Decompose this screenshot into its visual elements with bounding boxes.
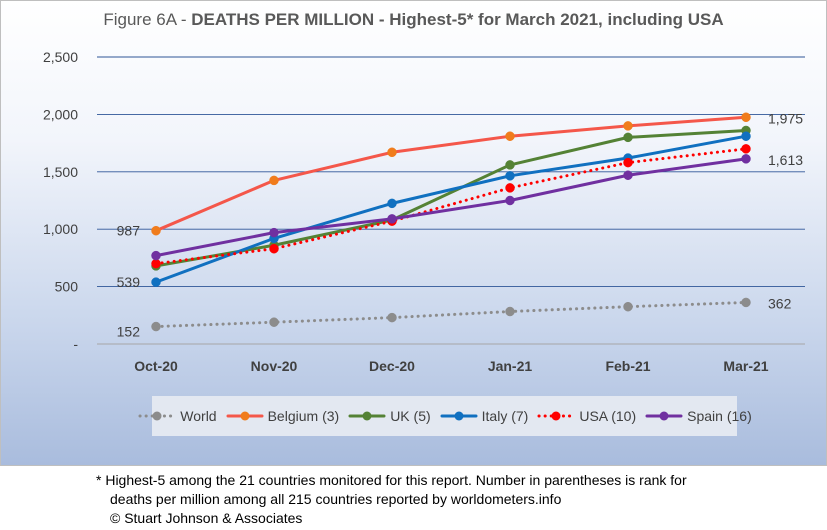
data-point — [505, 195, 515, 206]
y-tick-label: 500 — [55, 279, 79, 295]
data-point — [623, 170, 633, 180]
x-tick-label: Dec-20 — [369, 358, 415, 374]
legend-label: USA (10) — [579, 408, 637, 424]
legend-label: World — [180, 408, 217, 424]
data-point — [269, 317, 279, 327]
data-point — [623, 301, 633, 312]
data-point — [741, 154, 751, 164]
data-label: 362 — [768, 295, 792, 311]
legend-label: Spain (16) — [687, 408, 752, 424]
data-point — [151, 258, 161, 269]
x-tick-label: Feb-21 — [605, 358, 650, 374]
data-point — [505, 131, 515, 141]
legend-swatch — [645, 411, 683, 421]
data-point — [741, 297, 751, 308]
legend-swatch — [537, 411, 575, 421]
data-point — [151, 225, 161, 236]
title-main: DEATHS PER MILLION - Highest-5* for Marc… — [191, 10, 724, 29]
legend-item: USA (10) — [536, 408, 636, 424]
legend-item: Spain (16) — [644, 408, 752, 424]
x-tick-label: Nov-20 — [251, 358, 298, 374]
footnote-line-2: deaths per million among all 215 countri… — [110, 491, 562, 507]
legend-item: Belgium (3) — [225, 408, 340, 424]
data-label: 152 — [117, 324, 141, 340]
series-line — [154, 147, 748, 266]
data-label: 539 — [117, 274, 141, 290]
footnote-line-3: © Stuart Johnson & Associates — [110, 510, 303, 526]
data-point — [505, 171, 515, 181]
data-label: 987 — [117, 223, 141, 239]
data-point — [623, 157, 633, 168]
data-point — [151, 250, 161, 261]
chart-plot: - 500 1,000 1,500 2,000 2,500 Oct-20 Nov-20 Dec-… — [43, 49, 805, 374]
data-point — [505, 183, 515, 193]
data-point — [387, 214, 397, 224]
data-label: 1,975 — [768, 110, 803, 126]
data-point — [269, 175, 279, 186]
data-label: 1,613 — [768, 152, 803, 168]
x-tick-label: Mar-21 — [723, 358, 768, 374]
legend-label: UK (5) — [390, 408, 431, 424]
legend-swatch — [138, 411, 176, 421]
series-line — [154, 134, 748, 284]
data-point — [269, 243, 279, 254]
y-tick-label: 2,500 — [43, 49, 78, 65]
series-line — [154, 157, 748, 258]
y-tick-label: 2,000 — [43, 106, 78, 122]
legend-swatch — [348, 411, 386, 421]
legend-label: Italy (7) — [481, 408, 529, 424]
y-tick-label: 1,500 — [43, 164, 78, 180]
series-line — [154, 115, 748, 233]
legend-item: World — [137, 408, 217, 424]
x-tick-label: Oct-20 — [134, 358, 178, 374]
chart-frame — [0, 0, 827, 466]
legend-item: Italy (7) — [439, 408, 529, 424]
chart-legend: World Belgium (3) UK (5) Italy (7) USA (10) S… — [138, 396, 752, 436]
footnote: * Highest-5 among the 21 countries monit… — [96, 471, 687, 528]
y-tick-label: - — [73, 336, 78, 352]
data-point — [387, 312, 397, 323]
data-point — [505, 306, 515, 317]
x-tick-label: Jan-21 — [488, 358, 533, 374]
data-point — [741, 144, 751, 154]
legend-item: UK (5) — [347, 408, 431, 424]
series-line — [154, 128, 748, 268]
title-prefix: Figure 6A - — [103, 10, 192, 29]
data-point — [623, 132, 633, 143]
legend-swatch — [440, 411, 478, 421]
chart-title: Figure 6A - DEATHS PER MILLION - Highest… — [0, 10, 827, 30]
y-tick-label: 1,000 — [43, 221, 78, 237]
data-point — [623, 121, 633, 131]
data-point — [151, 321, 161, 332]
data-point — [741, 131, 751, 141]
data-point — [387, 198, 397, 209]
data-point — [151, 277, 161, 287]
series-line — [154, 300, 748, 329]
legend-swatch — [226, 411, 264, 421]
footnote-line-1: * Highest-5 among the 21 countries monit… — [96, 472, 687, 488]
legend-label: Belgium (3) — [267, 408, 340, 424]
data-point — [269, 227, 279, 238]
data-point — [505, 160, 515, 170]
data-point — [741, 112, 751, 123]
data-point — [387, 147, 397, 158]
